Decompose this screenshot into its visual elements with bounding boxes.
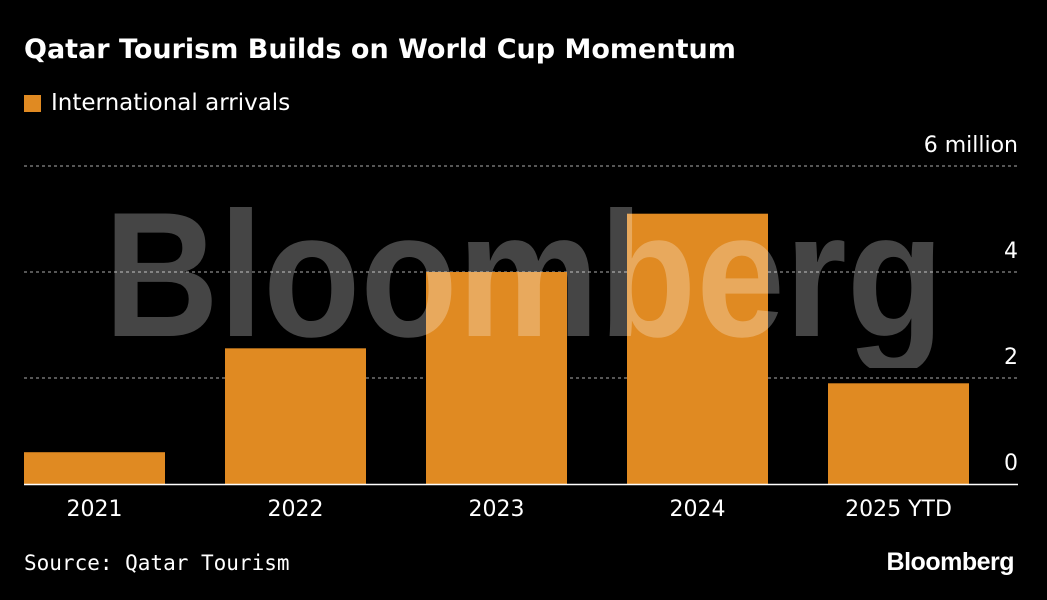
x-tick-label-0: 2021: [67, 497, 123, 522]
x-tick-label-3: 2024: [670, 497, 726, 522]
grid-layer: [24, 165, 1018, 379]
source-note: Source: Qatar Tourism: [24, 551, 290, 575]
x-tick-label-4: 2025 YTD: [845, 497, 952, 522]
x-tick-label-1: 2022: [268, 497, 324, 522]
legend-label: International arrivals: [51, 90, 291, 116]
bar-2023: [426, 272, 567, 484]
y-tick-label-2: 4: [1004, 239, 1018, 264]
label-layer: 0 2 4 6 million 2021 2022 2023 2024 2025 YTD: [67, 133, 1019, 522]
bar-2021: [24, 452, 165, 484]
x-tick-label-2: 2023: [469, 497, 525, 522]
bar-2025-ytd: [828, 383, 969, 484]
chart-title: Qatar Tourism Builds on World Cup Moment…: [24, 34, 736, 65]
legend: International arrivals: [24, 90, 290, 116]
y-tick-label-3: 6 million: [924, 133, 1018, 158]
y-tick-label-1: 2: [1004, 345, 1018, 370]
y-tick-label-0: 0: [1004, 451, 1018, 476]
legend-swatch: [24, 94, 41, 112]
bar-2024: [627, 213, 768, 484]
bar-2022: [225, 348, 366, 484]
bloomberg-logo: Bloomberg: [886, 548, 1015, 576]
bar-layer: [24, 213, 969, 484]
